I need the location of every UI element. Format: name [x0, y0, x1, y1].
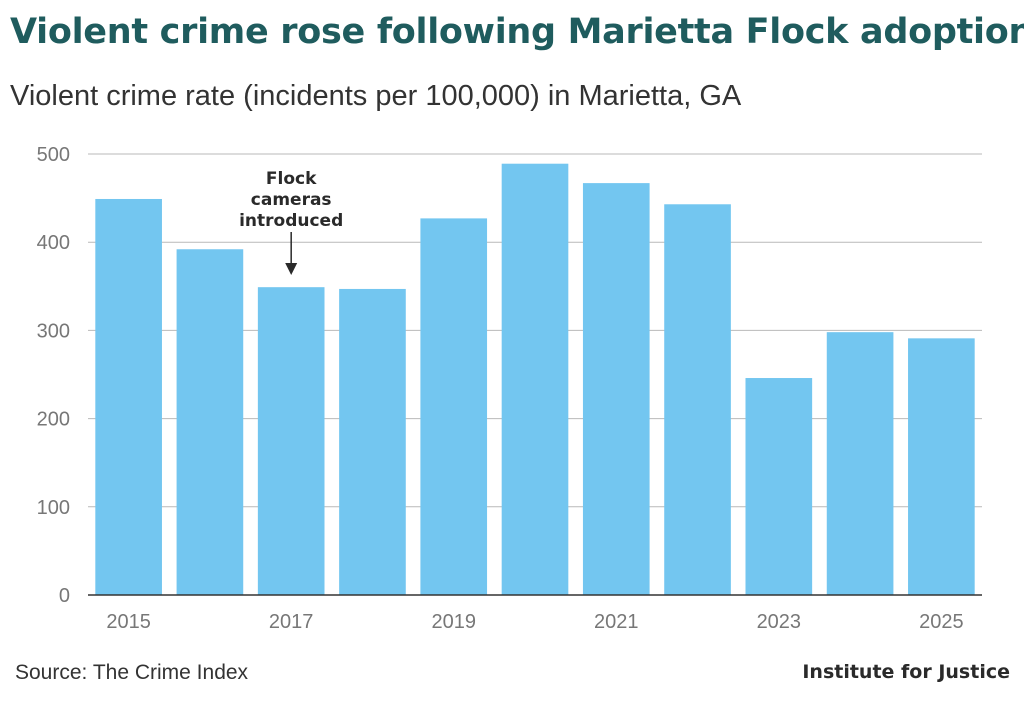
annotation-text: introduced [239, 211, 343, 231]
x-tick-label: 2025 [919, 611, 964, 633]
x-tick-label: 2019 [431, 611, 476, 633]
y-tick-label: 200 [37, 409, 70, 431]
bar [176, 249, 244, 596]
brand-logo-text: Institute for Justice [802, 661, 1010, 683]
chart-subtitle: Violent crime rate (incidents per 100,00… [10, 80, 742, 112]
y-tick-label: 100 [37, 497, 70, 519]
bar [420, 218, 488, 596]
bar [582, 183, 650, 595]
bar [664, 204, 731, 596]
x-tick-label: 2021 [594, 611, 639, 633]
annotation-text: Flock [266, 169, 317, 189]
bar-chart: 0 100 200 300 400 500 2015 2017 2019 2021 2023 2025… [37, 144, 982, 633]
annotation-arrowhead-icon [285, 263, 298, 275]
bar [745, 378, 813, 595]
bar [257, 287, 325, 595]
x-tick-label: 2015 [106, 611, 151, 633]
y-tick-label: 400 [37, 232, 70, 254]
bar [501, 163, 569, 595]
annotation-text: cameras [251, 190, 332, 210]
chart-title: Violent crime rose following Marietta Fl… [10, 12, 1024, 52]
bar [826, 332, 894, 595]
bar [908, 338, 975, 595]
bar [95, 198, 162, 595]
x-tick-label: 2017 [269, 611, 314, 633]
y-tick-label: 300 [37, 320, 70, 342]
y-tick-label: 500 [37, 144, 70, 166]
source-note: Source: The Crime Index [15, 661, 249, 684]
x-tick-label: 2023 [757, 611, 802, 633]
bar [339, 288, 406, 595]
y-tick-label: 0 [59, 585, 70, 607]
